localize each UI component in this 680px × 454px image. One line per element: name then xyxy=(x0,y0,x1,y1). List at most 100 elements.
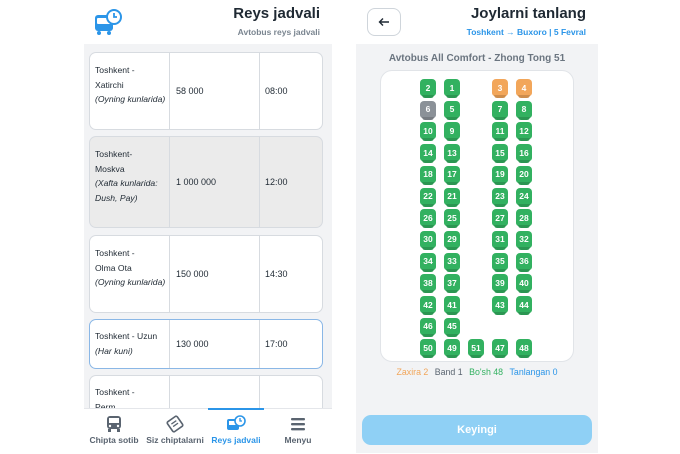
schedule-row[interactable]: Toshkent - Xatirchi (Oyning kunlarida) 5… xyxy=(89,52,323,130)
seat-12[interactable]: 12 xyxy=(516,122,532,140)
schedule-header: Reys jadvali Avtobus reys jadvali xyxy=(84,0,332,44)
page-subtitle: Avtobus reys jadvali xyxy=(237,27,320,37)
route-name: Toshkent- Moskva xyxy=(95,149,133,174)
route-cell: Toshkent- Moskva (Xafta kunlarida: Dush,… xyxy=(90,137,170,227)
seat-37[interactable]: 37 xyxy=(444,274,460,292)
tab-menu[interactable]: Menyu xyxy=(270,409,326,454)
legend-reserved: Zaxira 2 xyxy=(396,367,429,377)
seat-51[interactable]: 51 xyxy=(468,339,484,357)
next-button[interactable]: Keyingi xyxy=(362,415,592,445)
back-button[interactable] xyxy=(367,8,401,36)
bus-icon xyxy=(107,416,121,432)
tab-buy-ticket[interactable]: Chipta sotib xyxy=(84,409,144,454)
seat-17[interactable]: 17 xyxy=(444,165,460,183)
seat-45[interactable]: 45 xyxy=(444,317,460,335)
bus-clock-icon xyxy=(95,9,122,35)
schedule-row[interactable]: Toshkent - Perm xyxy=(89,375,323,408)
seat-14[interactable]: 14 xyxy=(420,144,436,162)
seat-48[interactable]: 48 xyxy=(516,339,532,357)
seat-21[interactable]: 21 xyxy=(444,187,460,205)
seat-16[interactable]: 16 xyxy=(516,144,532,162)
price-cell: 1 000 000 xyxy=(170,137,260,227)
seat-20[interactable]: 20 xyxy=(516,165,532,183)
seat-23[interactable]: 23 xyxy=(492,187,508,205)
price-cell: 150 000 xyxy=(170,236,260,312)
route-cell: Toshkent - Uzun (Har kuni) xyxy=(90,320,170,368)
seat-30[interactable]: 30 xyxy=(420,230,436,248)
seat-11[interactable]: 11 xyxy=(492,122,508,140)
tab-label: Chipta sotib xyxy=(89,435,139,445)
trip-info: Toshkent → Buxoro | 5 Fevral xyxy=(466,27,586,37)
price-cell: 58 000 xyxy=(170,53,260,129)
seat-28[interactable]: 28 xyxy=(516,209,532,227)
seat-9[interactable]: 9 xyxy=(444,122,460,140)
seat-26[interactable]: 26 xyxy=(420,209,436,227)
seat-39[interactable]: 39 xyxy=(492,274,508,292)
route-name: Toshkent - Xatirchi xyxy=(95,65,135,90)
schedule-screen: Reys jadvali Avtobus reys jadvali Toshke… xyxy=(84,0,332,453)
seat-46[interactable]: 46 xyxy=(420,317,436,335)
seat-43[interactable]: 43 xyxy=(492,296,508,313)
seat-33[interactable]: 33 xyxy=(444,252,460,270)
menu-icon xyxy=(291,418,305,431)
seat-27[interactable]: 27 xyxy=(492,209,508,227)
seat-50[interactable]: 50 xyxy=(420,339,436,357)
route-days: (Xafta kunlarida: Dush, Pay) xyxy=(95,178,158,203)
seat-3: 3 xyxy=(492,79,508,96)
seat-32[interactable]: 32 xyxy=(516,230,532,248)
seat-4: 4 xyxy=(516,79,532,96)
tab-label: Siz chiptalarni xyxy=(146,435,204,445)
seat-38[interactable]: 38 xyxy=(420,274,436,292)
seat-6: 6 xyxy=(420,100,436,118)
arrow-left-icon xyxy=(378,18,389,26)
route-name: Toshkent - Perm xyxy=(95,387,135,408)
time-cell xyxy=(260,376,322,408)
seat-10[interactable]: 10 xyxy=(420,122,436,140)
legend-selected: Tanlangan 0 xyxy=(509,367,558,377)
seat-7[interactable]: 7 xyxy=(492,100,508,118)
bottom-tab-bar: Chipta sotib Siz chiptalarni Reys jadval… xyxy=(84,408,332,453)
seat-legend: Zaxira 2 Band 1 Bo'sh 48 Tanlangan 0 xyxy=(356,367,598,377)
legend-free: Bo'sh 48 xyxy=(469,367,504,377)
seat-15[interactable]: 15 xyxy=(492,144,508,162)
seat-31[interactable]: 31 xyxy=(492,230,508,248)
schedule-row[interactable]: Toshkent - Olma Ota (Oyning kunlarida) 1… xyxy=(89,235,323,313)
tab-label: Reys jadvali xyxy=(211,435,261,445)
seat-35[interactable]: 35 xyxy=(492,252,508,270)
seat-29[interactable]: 29 xyxy=(444,230,460,248)
seat-42[interactable]: 42 xyxy=(420,296,436,313)
seat-25[interactable]: 25 xyxy=(444,209,460,227)
seat-19[interactable]: 19 xyxy=(492,165,508,183)
seat-34[interactable]: 34 xyxy=(420,252,436,270)
route-days: (Oyning kunlarida) xyxy=(95,277,166,287)
bus-name: Avtobus All Comfort - Zhong Tong 51 xyxy=(388,53,566,64)
seat-36[interactable]: 36 xyxy=(516,252,532,270)
seat-header: Joylarni tanlang Toshkent → Buxoro | 5 F… xyxy=(356,0,598,44)
seat-47[interactable]: 47 xyxy=(492,339,508,357)
page-title: Reys jadvali xyxy=(233,5,320,22)
schedule-row[interactable]: Toshkent- Moskva (Xafta kunlarida: Dush,… xyxy=(89,136,323,228)
schedule-row[interactable]: Toshkent - Uzun (Har kuni) 130 000 17:00 xyxy=(89,319,323,369)
seat-13[interactable]: 13 xyxy=(444,144,460,162)
seat-selection-screen: Joylarni tanlang Toshkent → Buxoro | 5 F… xyxy=(356,0,598,453)
tab-my-tickets[interactable]: Siz chiptalarni xyxy=(144,409,206,454)
bus-clock-icon xyxy=(227,415,246,430)
seat-5[interactable]: 5 xyxy=(444,100,460,118)
route-cell: Toshkent - Perm xyxy=(90,376,170,408)
seat-22[interactable]: 22 xyxy=(420,187,436,205)
seat-1[interactable]: 1 xyxy=(444,79,460,96)
price-cell: 130 000 xyxy=(170,320,260,368)
seat-8[interactable]: 8 xyxy=(516,100,532,118)
seat-18[interactable]: 18 xyxy=(420,165,436,183)
tab-schedule[interactable]: Reys jadvali xyxy=(208,408,264,454)
price-cell xyxy=(170,376,260,408)
seat-44[interactable]: 44 xyxy=(516,296,532,313)
route-days: (Har kuni) xyxy=(95,345,133,356)
seat-41[interactable]: 41 xyxy=(444,296,460,313)
seat-2[interactable]: 2 xyxy=(420,79,436,96)
seat-49[interactable]: 49 xyxy=(444,339,460,357)
legend-busy: Band 1 xyxy=(434,367,463,377)
route-cell: Toshkent - Xatirchi (Oyning kunlarida) xyxy=(90,53,170,129)
seat-24[interactable]: 24 xyxy=(516,187,532,205)
seat-40[interactable]: 40 xyxy=(516,274,532,292)
